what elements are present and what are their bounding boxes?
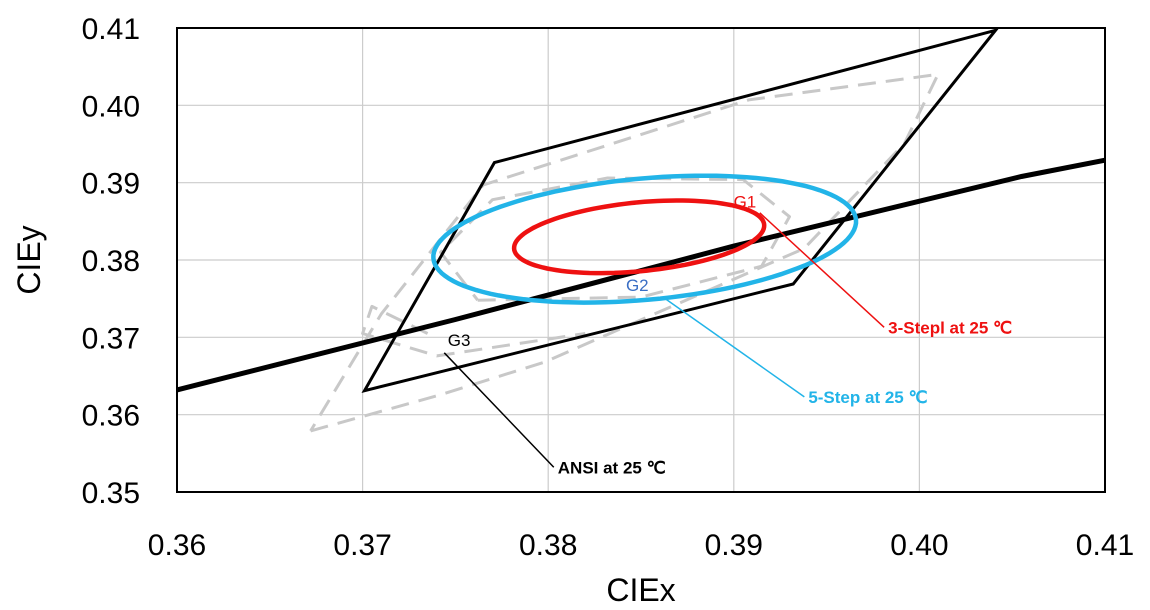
dashed-outline xyxy=(361,304,586,358)
y-tick-label: 0.38 xyxy=(82,245,140,278)
x-tick-label: 0.37 xyxy=(333,529,391,562)
three-step-ellipse xyxy=(511,198,767,276)
tick-labels: 0.36 0.37 0.38 0.39 0.40 0.410.350.360.370.38… xyxy=(82,13,1135,562)
gridlines xyxy=(177,28,1105,492)
region-label: G1 xyxy=(734,192,757,211)
callout-label: 3-Stepl at 25 ℃ xyxy=(888,318,1012,337)
ansi-quadrangle xyxy=(361,27,1000,394)
y-tick-label: 0.36 xyxy=(82,400,140,433)
x-tick-label: 0.38 xyxy=(519,529,577,562)
y-tick-label: 0.37 xyxy=(82,322,140,355)
callout-leader xyxy=(443,352,555,468)
x-tick-label: 0.41 xyxy=(1076,529,1134,562)
dashed-outline xyxy=(309,72,940,433)
y-tick-label: 0.39 xyxy=(82,168,140,201)
y-tick-label: 0.40 xyxy=(82,90,140,123)
series-layer xyxy=(176,27,1106,433)
y-tick-label: 0.41 xyxy=(82,13,140,46)
callout-leader xyxy=(759,212,885,328)
region-label: G2 xyxy=(626,276,649,295)
x-tick-label: 0.40 xyxy=(890,529,948,562)
callout-label: ANSI at 25 ℃ xyxy=(558,458,666,477)
y-axis-title: CIEy xyxy=(11,225,47,294)
x-tick-label: 0.39 xyxy=(705,529,763,562)
y-tick-label: 0.35 xyxy=(82,477,140,510)
x-tick-label: 0.36 xyxy=(148,529,206,562)
planckian-locus-line xyxy=(176,157,1106,393)
callout-leader xyxy=(664,298,805,398)
plot-frame xyxy=(176,27,1106,493)
x-axis-title: CIEx xyxy=(606,572,675,608)
region-label: G3 xyxy=(448,331,471,350)
callout-label: 5-Step at 25 ℃ xyxy=(808,388,927,407)
annotations: G1 G2 G3 3-Stepl at 25 ℃ 5-Step at 25 ℃ ANSI … xyxy=(443,192,1012,477)
dashed-outline xyxy=(439,176,791,302)
five-step-ellipse xyxy=(431,173,859,305)
